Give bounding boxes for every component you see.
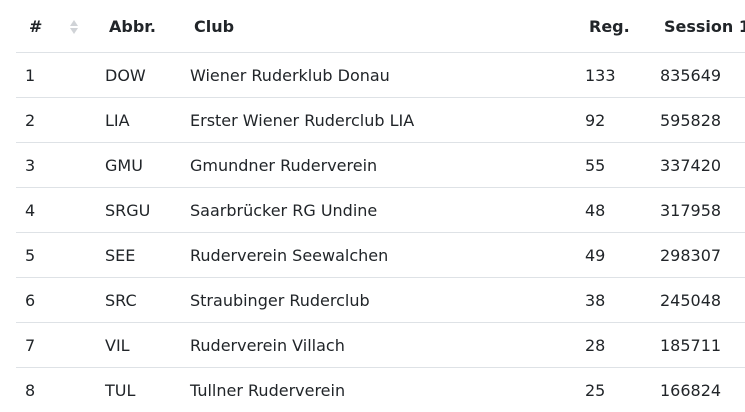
column-header-club-label: Club (194, 17, 234, 36)
table-body: 1 DOW Wiener Ruderklub Donau 133 835649 … (16, 53, 745, 412)
cell-abbr: VIL (105, 323, 190, 368)
sort-arrows-icon[interactable] (70, 19, 80, 35)
cell-session1: 245048 (660, 278, 745, 323)
column-header-abbr-label: Abbr. (109, 17, 156, 36)
results-table-container: # Abbr. Club Reg. Session 1 1 DOW (16, 0, 745, 412)
cell-abbr: GMU (105, 143, 190, 188)
cell-rank: 6 (16, 278, 105, 323)
cell-reg: 133 (585, 53, 660, 98)
cell-club: Saarbrücker RG Undine (190, 188, 585, 233)
cell-club: Ruderverein Villach (190, 323, 585, 368)
table-header: # Abbr. Club Reg. Session 1 (16, 0, 745, 53)
cell-rank: 4 (16, 188, 105, 233)
cell-reg: 48 (585, 188, 660, 233)
table-row: 8 TUL Tullner Ruderverein 25 166824 (16, 368, 745, 412)
table-row: 4 SRGU Saarbrücker RG Undine 48 317958 (16, 188, 745, 233)
cell-session1: 185711 (660, 323, 745, 368)
cell-rank: 7 (16, 323, 105, 368)
cell-abbr: SRC (105, 278, 190, 323)
table-row: 6 SRC Straubinger Ruderclub 38 245048 (16, 278, 745, 323)
cell-session1: 337420 (660, 143, 745, 188)
cell-club: Wiener Ruderklub Donau (190, 53, 585, 98)
column-header-rank-label: # (29, 17, 42, 36)
column-header-club[interactable]: Club (190, 0, 585, 53)
table-row: 1 DOW Wiener Ruderklub Donau 133 835649 (16, 53, 745, 98)
cell-abbr: TUL (105, 368, 190, 412)
column-header-reg-label: Reg. (589, 17, 630, 36)
cell-reg: 38 (585, 278, 660, 323)
cell-rank: 3 (16, 143, 105, 188)
cell-club: Gmundner Ruderverein (190, 143, 585, 188)
cell-session1: 317958 (660, 188, 745, 233)
table-row: 3 GMU Gmundner Ruderverein 55 337420 (16, 143, 745, 188)
cell-abbr: SRGU (105, 188, 190, 233)
column-header-abbr[interactable]: Abbr. (105, 0, 190, 53)
cell-club: Ruderverein Seewalchen (190, 233, 585, 278)
header-row: # Abbr. Club Reg. Session 1 (16, 0, 745, 53)
cell-reg: 55 (585, 143, 660, 188)
cell-rank: 8 (16, 368, 105, 412)
cell-rank: 1 (16, 53, 105, 98)
column-header-rank[interactable]: # (16, 0, 105, 53)
table-row: 7 VIL Ruderverein Villach 28 185711 (16, 323, 745, 368)
table-row: 5 SEE Ruderverein Seewalchen 49 298307 (16, 233, 745, 278)
cell-session1: 595828 (660, 98, 745, 143)
cell-abbr: LIA (105, 98, 190, 143)
cell-abbr: DOW (105, 53, 190, 98)
cell-club: Erster Wiener Ruderclub LIA (190, 98, 585, 143)
cell-abbr: SEE (105, 233, 190, 278)
cell-club: Tullner Ruderverein (190, 368, 585, 412)
cell-session1: 835649 (660, 53, 745, 98)
cell-reg: 49 (585, 233, 660, 278)
cell-reg: 28 (585, 323, 660, 368)
column-header-session1[interactable]: Session 1 (660, 0, 745, 53)
results-table: # Abbr. Club Reg. Session 1 1 DOW (16, 0, 745, 412)
cell-session1: 166824 (660, 368, 745, 412)
cell-rank: 5 (16, 233, 105, 278)
column-header-reg[interactable]: Reg. (585, 0, 660, 53)
cell-club: Straubinger Ruderclub (190, 278, 585, 323)
cell-reg: 92 (585, 98, 660, 143)
cell-rank: 2 (16, 98, 105, 143)
table-row: 2 LIA Erster Wiener Ruderclub LIA 92 595… (16, 98, 745, 143)
cell-session1: 298307 (660, 233, 745, 278)
cell-reg: 25 (585, 368, 660, 412)
column-header-session1-label: Session 1 (664, 17, 745, 36)
